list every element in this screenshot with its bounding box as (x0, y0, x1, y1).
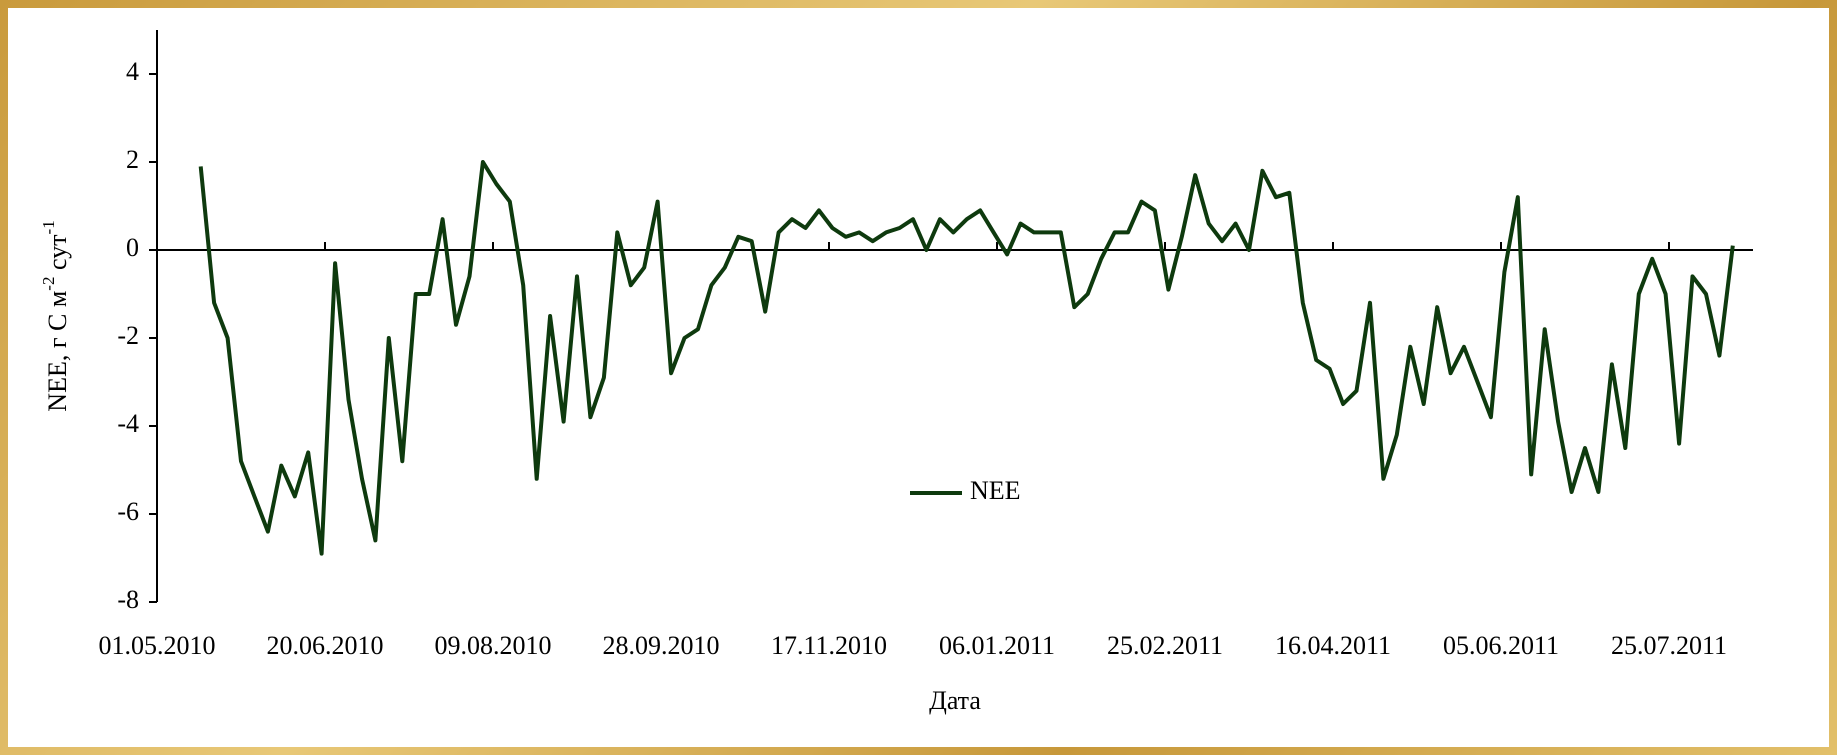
x-tick-label: 01.05.2010 (99, 631, 216, 660)
x-tick-label: 06.01.2011 (939, 631, 1055, 660)
x-tick-label: 05.06.2011 (1443, 631, 1559, 660)
x-tick-label: 20.06.2010 (267, 631, 384, 660)
y-tick-label: -4 (117, 409, 139, 438)
y-tick-label: -2 (117, 321, 139, 350)
y-tick-label: 4 (126, 57, 139, 86)
y-axis-label: NEE, г С м-2 сут-1 (39, 220, 72, 411)
data-line (198, 160, 1735, 556)
y-axis-label-sup: -1 (39, 220, 58, 234)
y-tick-label: 2 (126, 145, 139, 174)
x-tick-label: 25.07.2011 (1611, 631, 1727, 660)
y-axis-label-part: NEE, г С м (43, 291, 72, 412)
x-tick-label: 25.02.2011 (1107, 631, 1223, 660)
y-axis-label-part: сут (43, 234, 72, 276)
legend-label: NEE (970, 476, 1021, 505)
x-tick-label: 09.08.2010 (435, 631, 552, 660)
x-tick-label: 28.09.2010 (603, 631, 720, 660)
y-axis-label-sup: -2 (39, 277, 58, 291)
y-tick-label: -6 (117, 497, 139, 526)
y-tick-label: 0 (126, 233, 139, 262)
x-tick-label: 16.04.2011 (1275, 631, 1391, 660)
x-tick-label: 17.11.2010 (771, 631, 887, 660)
x-axis-label: Дата (929, 686, 981, 715)
y-tick-label: -8 (117, 585, 139, 614)
